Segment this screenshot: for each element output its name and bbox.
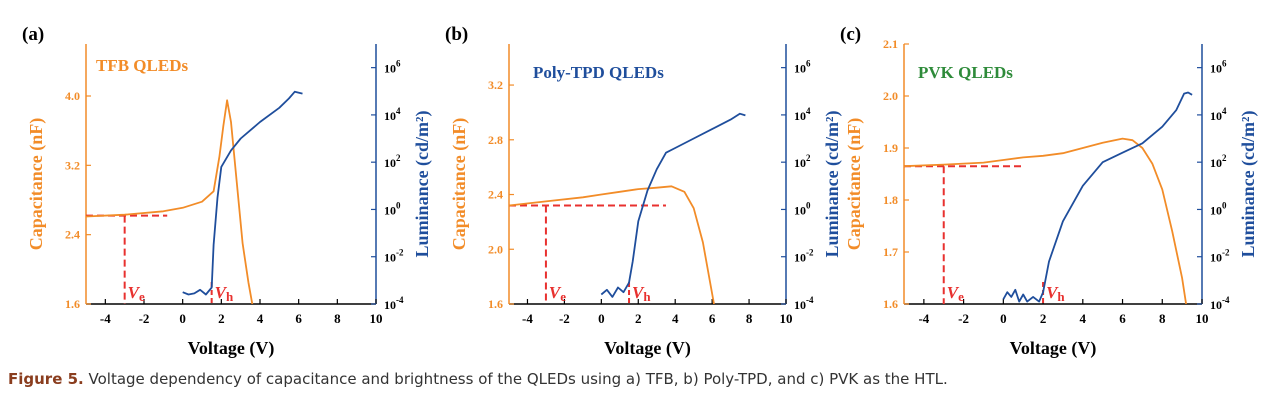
left-axis-label: Capacitance (nF) (449, 118, 470, 250)
left-tick-label: 2.1 (883, 37, 898, 51)
panel-letter: (b) (445, 24, 468, 45)
panel-title: Poly-TPD QLEDs (533, 63, 664, 82)
luminance-curve (182, 90, 303, 296)
right-tick-label: 10-4 (794, 295, 814, 312)
right-tick-label: 102 (1210, 153, 1227, 170)
right-axis-label: Luminance (cd/m²) (822, 111, 843, 258)
right-axis-label: Luminance (cd/m²) (1238, 111, 1259, 258)
left-tick-label: 4.0 (65, 89, 80, 103)
ve-label: Ve (947, 283, 964, 304)
x-tick-label: -2 (139, 311, 150, 326)
right-tick-label: 100 (384, 200, 401, 217)
capacitance-curve (509, 185, 715, 304)
right-tick-label: 102 (794, 153, 811, 170)
x-tick-label: 10 (1196, 311, 1209, 326)
panel-c: -4 -2 0 2 4 6 8 10 Voltage (V) 1.6 1.7 1.8 1.9 2.0 2.1… (840, 24, 1259, 359)
right-axis-label: Luminance (cd/m²) (412, 111, 433, 258)
figure-panels: -4 -2 0 2 4 6 8 10 Voltage (V) 1.6 2.4 3.2 4.0 Capaci… (22, 24, 1259, 359)
ve-label: Ve (128, 283, 145, 304)
right-tick-label: 106 (384, 59, 401, 76)
x-axis-label: Voltage (V) (188, 338, 275, 359)
ve-label: Ve (549, 283, 566, 304)
left-tick-label: 1.6 (488, 297, 503, 311)
left-tick-label: 2.0 (883, 89, 898, 103)
right-tick-label: 10-2 (1210, 248, 1230, 265)
x-tick-label: 4 (1080, 311, 1087, 326)
panel-title: TFB QLEDs (96, 56, 188, 75)
left-axis-label: Capacitance (nF) (26, 118, 47, 250)
x-tick-label: 0 (1000, 311, 1007, 326)
figure-caption: Figure 5. Voltage dependency of capacita… (8, 370, 1278, 388)
x-tick-label: -4 (918, 311, 929, 326)
left-tick-label: 2.4 (65, 228, 80, 242)
x-tick-label: 8 (746, 311, 753, 326)
x-axis-label: Voltage (V) (1010, 338, 1097, 359)
capacitance-curve (86, 99, 254, 304)
x-tick-label: 8 (334, 311, 341, 326)
right-tick-label: 106 (1210, 59, 1227, 76)
x-axis-label: Voltage (V) (604, 338, 691, 359)
left-tick-label: 1.7 (883, 245, 898, 259)
x-tick-label: 4 (257, 311, 264, 326)
left-tick-label: 2.8 (488, 133, 503, 147)
panel-letter: (c) (840, 24, 861, 45)
x-tick-label: 6 (1119, 311, 1126, 326)
vh-label: Vh (632, 283, 651, 304)
x-tick-label: 4 (672, 311, 679, 326)
panel-b: -4 -2 0 2 4 6 8 10 Voltage (V) 1.6 2.0 2.4 2.8 3.2 Cap… (445, 24, 843, 359)
right-tick-label: 10-4 (384, 295, 404, 312)
vh-label: Vh (1046, 283, 1065, 304)
x-tick-label: 0 (598, 311, 605, 326)
x-tick-label: -2 (958, 311, 969, 326)
x-tick-label: 2 (635, 311, 642, 326)
left-tick-label: 1.8 (883, 193, 898, 207)
x-tick-label: 2 (218, 311, 225, 326)
right-tick-label: 10-2 (384, 248, 404, 265)
right-tick-label: 10-4 (1210, 295, 1230, 312)
capacitance-curve (904, 137, 1187, 304)
left-axis-label: Capacitance (nF) (844, 118, 865, 250)
left-tick-label: 1.9 (883, 141, 898, 155)
caption-text: Voltage dependency of capacitance and br… (88, 370, 948, 388)
x-tick-label: -4 (100, 311, 111, 326)
left-tick-label: 3.2 (488, 78, 503, 92)
left-tick-label: 1.6 (65, 297, 80, 311)
x-tick-label: -4 (522, 311, 533, 326)
vh-label: Vh (215, 283, 234, 304)
luminance-curve (1002, 91, 1193, 303)
x-tick-label: 0 (179, 311, 186, 326)
right-tick-label: 104 (384, 106, 401, 123)
panel-a: -4 -2 0 2 4 6 8 10 Voltage (V) 1.6 2.4 3.2 4.0 Capaci… (22, 24, 433, 359)
right-tick-label: 104 (1210, 106, 1227, 123)
x-tick-label: 10 (780, 311, 793, 326)
left-tick-label: 1.6 (883, 297, 898, 311)
x-tick-label: 10 (370, 311, 383, 326)
caption-label: Figure 5. (8, 370, 84, 388)
x-tick-label: 6 (295, 311, 302, 326)
x-tick-label: 2 (1040, 311, 1047, 326)
right-tick-label: 104 (794, 106, 811, 123)
x-tick-label: 6 (709, 311, 716, 326)
left-tick-label: 2.4 (488, 188, 503, 202)
right-tick-label: 106 (794, 59, 811, 76)
right-tick-label: 10-2 (794, 248, 814, 265)
panel-title: PVK QLEDs (918, 63, 1013, 82)
right-tick-label: 102 (384, 153, 401, 170)
right-tick-label: 100 (1210, 200, 1227, 217)
x-tick-label: -2 (559, 311, 570, 326)
left-tick-label: 2.0 (488, 242, 503, 256)
left-tick-label: 3.2 (65, 158, 80, 172)
x-tick-label: 8 (1159, 311, 1166, 326)
right-tick-label: 100 (794, 200, 811, 217)
luminance-curve (600, 112, 746, 298)
panel-letter: (a) (22, 24, 44, 45)
